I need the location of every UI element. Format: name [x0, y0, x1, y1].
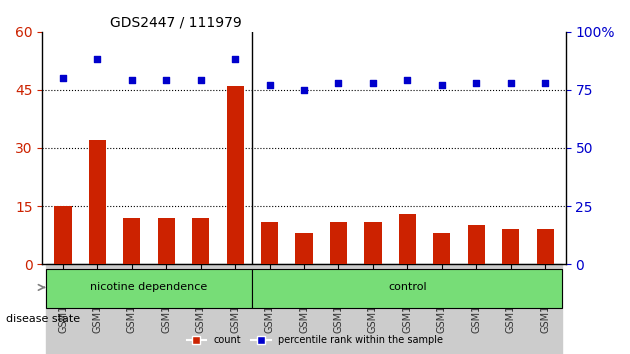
Bar — [321, 264, 356, 354]
Point — [161, 78, 171, 83]
Bar — [192, 218, 209, 264]
Bar — [80, 264, 115, 354]
FancyBboxPatch shape — [46, 269, 253, 308]
Bar — [502, 229, 519, 264]
Bar — [295, 233, 312, 264]
Bar — [158, 218, 175, 264]
Bar — [218, 264, 253, 354]
Bar — [227, 86, 244, 264]
Text: GDS2447 / 111979: GDS2447 / 111979 — [110, 15, 242, 29]
Point — [127, 78, 137, 83]
Text: nicotine dependence: nicotine dependence — [91, 282, 208, 292]
Bar — [149, 264, 183, 354]
Bar — [390, 264, 425, 354]
Bar — [115, 264, 149, 354]
Bar — [123, 218, 140, 264]
Bar — [89, 140, 106, 264]
Bar — [425, 264, 459, 354]
Point — [368, 80, 378, 86]
Bar — [433, 233, 450, 264]
Bar — [399, 214, 416, 264]
Bar — [459, 264, 493, 354]
Point — [403, 78, 413, 83]
Point — [299, 87, 309, 92]
Point — [540, 80, 550, 86]
Bar — [287, 264, 321, 354]
Point — [333, 80, 343, 86]
Bar — [261, 222, 278, 264]
Point — [93, 57, 103, 62]
Point — [196, 78, 206, 83]
Bar — [330, 222, 347, 264]
Bar — [493, 264, 528, 354]
Bar — [46, 264, 80, 354]
FancyBboxPatch shape — [253, 269, 563, 308]
Text: control: control — [388, 282, 427, 292]
Bar — [356, 264, 390, 354]
Bar — [467, 225, 485, 264]
Bar — [183, 264, 218, 354]
Point — [506, 80, 516, 86]
Legend: count, percentile rank within the sample: count, percentile rank within the sample — [183, 331, 447, 349]
Bar — [253, 264, 287, 354]
Point — [471, 80, 481, 86]
Point — [230, 57, 240, 62]
Bar — [537, 229, 554, 264]
Bar — [364, 222, 382, 264]
Point — [58, 75, 68, 81]
Bar — [54, 206, 72, 264]
Point — [265, 82, 275, 88]
Text: disease state: disease state — [6, 314, 81, 324]
Point — [437, 82, 447, 88]
Bar — [528, 264, 563, 354]
